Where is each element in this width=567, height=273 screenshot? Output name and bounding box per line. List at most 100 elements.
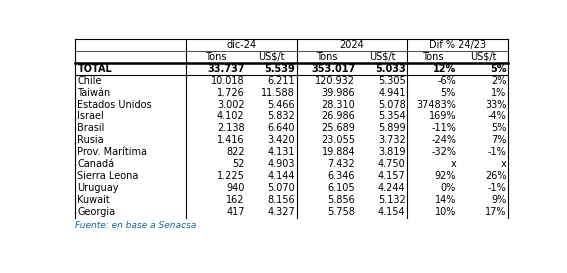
Text: 5.305: 5.305 xyxy=(378,76,405,86)
Text: 92%: 92% xyxy=(434,171,456,181)
Text: 3.002: 3.002 xyxy=(217,100,244,109)
Text: 5.070: 5.070 xyxy=(267,183,295,193)
Text: Brasil: Brasil xyxy=(78,123,105,133)
Text: 19.884: 19.884 xyxy=(321,147,356,157)
Text: 5.832: 5.832 xyxy=(267,111,295,121)
Text: 5.354: 5.354 xyxy=(378,111,405,121)
Text: -1%: -1% xyxy=(488,147,506,157)
Text: 2024: 2024 xyxy=(340,40,365,50)
Text: -32%: -32% xyxy=(431,147,456,157)
Text: 4.154: 4.154 xyxy=(378,207,405,217)
Text: 1.225: 1.225 xyxy=(217,171,244,181)
Text: Taiwán: Taiwán xyxy=(78,88,111,98)
Text: 822: 822 xyxy=(226,147,244,157)
Text: 6.640: 6.640 xyxy=(268,123,295,133)
Text: 23.055: 23.055 xyxy=(321,135,356,145)
Text: -11%: -11% xyxy=(431,123,456,133)
Text: 1%: 1% xyxy=(491,88,506,98)
Text: 4.157: 4.157 xyxy=(378,171,405,181)
Text: -24%: -24% xyxy=(431,135,456,145)
Text: 5%: 5% xyxy=(490,64,506,74)
Text: 28.310: 28.310 xyxy=(321,100,356,109)
Text: 12%: 12% xyxy=(433,64,456,74)
Text: US$/t: US$/t xyxy=(259,52,285,62)
Text: -4%: -4% xyxy=(488,111,506,121)
Text: 7.432: 7.432 xyxy=(328,159,356,169)
Text: 7%: 7% xyxy=(491,135,506,145)
Text: x: x xyxy=(501,159,506,169)
Text: 3.420: 3.420 xyxy=(267,135,295,145)
Text: 1.726: 1.726 xyxy=(217,88,244,98)
Text: Tons: Tons xyxy=(422,52,443,62)
Text: Tons: Tons xyxy=(205,52,227,62)
Text: 4.903: 4.903 xyxy=(268,159,295,169)
Text: 33%: 33% xyxy=(485,100,506,109)
Text: dic-24: dic-24 xyxy=(226,40,256,50)
Text: Canadá: Canadá xyxy=(78,159,115,169)
Text: Fuente: en base a Senacsa: Fuente: en base a Senacsa xyxy=(75,221,197,230)
Text: 169%: 169% xyxy=(429,111,456,121)
Text: 14%: 14% xyxy=(435,195,456,205)
Text: Estados Unidos: Estados Unidos xyxy=(78,100,152,109)
Text: Prov. Marítima: Prov. Marítima xyxy=(78,147,147,157)
Text: Israel: Israel xyxy=(78,111,104,121)
Text: US$/t: US$/t xyxy=(469,52,496,62)
Text: Chile: Chile xyxy=(78,76,102,86)
Text: 4.244: 4.244 xyxy=(378,183,405,193)
Text: 37483%: 37483% xyxy=(416,100,456,109)
Text: 5.899: 5.899 xyxy=(378,123,405,133)
Text: 940: 940 xyxy=(226,183,244,193)
Text: 3.732: 3.732 xyxy=(378,135,405,145)
Text: 5.539: 5.539 xyxy=(264,64,295,74)
Text: 6.105: 6.105 xyxy=(328,183,356,193)
Text: 26.986: 26.986 xyxy=(321,111,356,121)
Text: 4.327: 4.327 xyxy=(267,207,295,217)
Text: 6.211: 6.211 xyxy=(267,76,295,86)
Text: 3.819: 3.819 xyxy=(378,147,405,157)
Text: 0%: 0% xyxy=(441,183,456,193)
Text: 2%: 2% xyxy=(491,76,506,86)
Text: 4.144: 4.144 xyxy=(268,171,295,181)
Text: Dif % 24/23: Dif % 24/23 xyxy=(429,40,486,50)
Text: 25.689: 25.689 xyxy=(321,123,356,133)
Text: Sierra Leona: Sierra Leona xyxy=(78,171,139,181)
Text: 5.758: 5.758 xyxy=(328,207,356,217)
Text: 8.156: 8.156 xyxy=(267,195,295,205)
Text: 4.131: 4.131 xyxy=(268,147,295,157)
Text: -6%: -6% xyxy=(437,76,456,86)
Text: x: x xyxy=(450,159,456,169)
Text: 10.018: 10.018 xyxy=(211,76,244,86)
Text: 33.737: 33.737 xyxy=(207,64,244,74)
Text: -1%: -1% xyxy=(488,183,506,193)
Text: 9%: 9% xyxy=(491,195,506,205)
Text: 11.588: 11.588 xyxy=(261,88,295,98)
Text: 5%: 5% xyxy=(491,123,506,133)
Text: 2.138: 2.138 xyxy=(217,123,244,133)
Text: Uruguay: Uruguay xyxy=(78,183,119,193)
Text: US$/t: US$/t xyxy=(369,52,396,62)
Text: Georgia: Georgia xyxy=(78,207,116,217)
Text: 39.986: 39.986 xyxy=(321,88,356,98)
Text: TOTAL: TOTAL xyxy=(78,64,112,74)
Text: 4.102: 4.102 xyxy=(217,111,244,121)
Text: 5.132: 5.132 xyxy=(378,195,405,205)
Text: 353.017: 353.017 xyxy=(311,64,356,74)
Text: 17%: 17% xyxy=(485,207,506,217)
Text: 5.856: 5.856 xyxy=(328,195,356,205)
Text: Rusia: Rusia xyxy=(78,135,104,145)
Text: 6.346: 6.346 xyxy=(328,171,356,181)
Text: 5%: 5% xyxy=(441,88,456,98)
Text: 5.466: 5.466 xyxy=(267,100,295,109)
Text: 4.941: 4.941 xyxy=(378,88,405,98)
Text: Kuwait: Kuwait xyxy=(78,195,110,205)
Text: 120.932: 120.932 xyxy=(315,76,356,86)
Text: 5.033: 5.033 xyxy=(375,64,405,74)
Text: 5.078: 5.078 xyxy=(378,100,405,109)
Text: 26%: 26% xyxy=(485,171,506,181)
Text: 10%: 10% xyxy=(435,207,456,217)
Text: 1.416: 1.416 xyxy=(217,135,244,145)
Text: 162: 162 xyxy=(226,195,244,205)
Text: 52: 52 xyxy=(232,159,244,169)
Text: Tons: Tons xyxy=(316,52,338,62)
Text: 4.750: 4.750 xyxy=(378,159,405,169)
